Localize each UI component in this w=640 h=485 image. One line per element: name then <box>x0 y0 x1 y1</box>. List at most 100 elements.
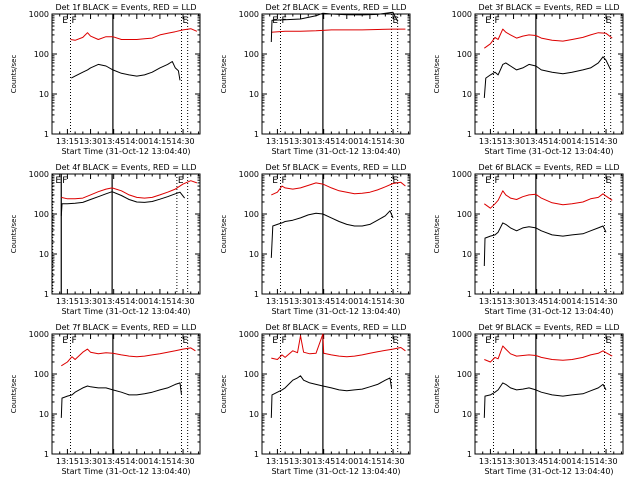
events-series-line <box>483 382 607 418</box>
x-tick-label: 14:00 <box>335 457 358 466</box>
event-marker-e: E <box>272 336 278 346</box>
x-tick-label: 13:45 <box>102 457 125 466</box>
panel-1: Det 1f BLACK = Events, RED = LLD 1 10 100 10… <box>10 3 201 156</box>
x-tick-label: 13:45 <box>312 297 335 306</box>
x-tick-label: 14:30 <box>595 457 618 466</box>
x-tick-label: 13:15 <box>479 297 502 306</box>
x-tick-label: 13:30 <box>502 457 525 466</box>
x-axis-label: Start Time (31-Oct-12 13:04:40) <box>484 147 613 156</box>
x-tick-label: 13:30 <box>502 297 525 306</box>
y-tick-label: 1000 <box>452 330 472 339</box>
panel-title: Det 2f BLACK = Events, RED = LLD <box>265 3 406 12</box>
panel-title: Det 9f BLACK = Events, RED = LLD <box>478 323 619 332</box>
x-tick-label: 14:30 <box>595 137 618 146</box>
x-tick-label: 14:15 <box>148 137 171 146</box>
x-axis-label: Start Time (31-Oct-12 13:04:40) <box>271 307 400 316</box>
y-tick-label: 10 <box>249 90 259 99</box>
panel-title: Det 5f BLACK = Events, RED = LLD <box>265 163 406 172</box>
lld-series-line <box>271 333 406 360</box>
y-tick-label: 10 <box>462 410 472 419</box>
event-marker-f: F <box>62 176 67 186</box>
x-tick-label: 14:00 <box>548 457 571 466</box>
x-tick-label: 13:45 <box>102 297 125 306</box>
event-marker-e: E <box>606 16 612 26</box>
x-axis-label: Start Time (31-Oct-12 13:04:40) <box>484 467 613 476</box>
y-tick-label: 100 <box>457 210 472 219</box>
event-marker-e: E <box>62 16 68 26</box>
x-tick-label: 13:45 <box>102 137 125 146</box>
x-tick-label: 13:15 <box>266 297 289 306</box>
x-tick-label: 14:15 <box>358 137 381 146</box>
x-axis-label: Start Time (31-Oct-12 13:04:40) <box>271 147 400 156</box>
plot-frame <box>51 333 201 455</box>
x-tick-label: 13:30 <box>79 297 102 306</box>
lld-series-line <box>484 28 613 49</box>
x-tick-label: 14:15 <box>148 297 171 306</box>
y-tick-label: 1000 <box>29 330 49 339</box>
y-tick-label: 10 <box>39 90 49 99</box>
lld-series-line <box>484 345 613 363</box>
x-tick-label: 14:00 <box>125 297 148 306</box>
x-tick-label: 14:30 <box>382 137 405 146</box>
y-tick-label: 1000 <box>452 10 472 19</box>
y-tick-label: 10 <box>462 90 472 99</box>
x-tick-label: 14:15 <box>571 297 594 306</box>
event-marker-f: F <box>495 16 500 26</box>
y-tick-label: 100 <box>34 370 49 379</box>
panel-title: Det 3f BLACK = Events, RED = LLD <box>478 3 619 12</box>
event-marker-e: E <box>606 176 612 186</box>
lld-series-line <box>484 190 613 209</box>
y-tick-label: 1 <box>44 450 49 459</box>
event-marker-f: F <box>72 336 77 346</box>
x-tick-label: 13:15 <box>479 457 502 466</box>
y-tick-label: 1000 <box>239 330 259 339</box>
event-marker-f: F <box>495 336 500 346</box>
y-tick-label: 10 <box>39 410 49 419</box>
y-tick-label: 1000 <box>29 170 49 179</box>
panel-4: Det 4f BLACK = Events, RED = LLD 1 10 100 10… <box>10 163 201 316</box>
event-marker-f: F <box>282 336 287 346</box>
y-axis-label: Counts/sec <box>433 375 441 414</box>
x-tick-label: 13:45 <box>312 137 335 146</box>
event-marker-e: E <box>183 16 189 26</box>
x-tick-label: 14:00 <box>125 137 148 146</box>
x-tick-label: 13:30 <box>79 457 102 466</box>
x-tick-label: 14:00 <box>548 297 571 306</box>
plot-frame <box>261 173 411 295</box>
panel-title: Det 6f BLACK = Events, RED = LLD <box>478 163 619 172</box>
plot-frame <box>261 333 411 455</box>
panel-7: Det 7f BLACK = Events, RED = LLD 1 10 100 10… <box>10 323 201 476</box>
x-tick-label: 13:15 <box>266 457 289 466</box>
x-tick-label: 13:45 <box>525 457 548 466</box>
x-tick-label: 14:30 <box>382 297 405 306</box>
y-axis-label: Counts/sec <box>220 55 228 94</box>
y-tick-label: 10 <box>249 410 259 419</box>
x-tick-label: 14:00 <box>335 297 358 306</box>
y-tick-label: 1 <box>254 130 259 139</box>
event-marker-e: E <box>62 336 68 346</box>
lld-series-line <box>271 181 406 196</box>
x-tick-label: 14:00 <box>548 137 571 146</box>
y-tick-label: 10 <box>462 250 472 259</box>
event-marker-f: F <box>495 176 500 186</box>
panel-6: Det 6f BLACK = Events, RED = LLD 1 10 100 10… <box>433 163 624 316</box>
y-axis-label: Counts/sec <box>433 55 441 94</box>
plot-frame <box>474 173 624 295</box>
event-marker-e: E <box>183 336 189 346</box>
event-marker-e: E <box>55 176 61 186</box>
panel-5: Det 5f BLACK = Events, RED = LLD 1 10 100 10… <box>220 163 411 316</box>
x-tick-label: 13:15 <box>479 137 502 146</box>
x-tick-label: 14:15 <box>571 457 594 466</box>
x-axis-label: Start Time (31-Oct-12 13:04:40) <box>61 147 190 156</box>
plot-frame <box>51 13 201 135</box>
panel-title: Det 7f BLACK = Events, RED = LLD <box>55 323 196 332</box>
event-marker-e: E <box>272 16 278 26</box>
x-tick-label: 13:30 <box>502 137 525 146</box>
events-series-line <box>71 61 181 81</box>
plot-frame <box>51 173 201 295</box>
x-tick-label: 14:30 <box>172 297 195 306</box>
y-axis-label: Counts/sec <box>10 55 18 94</box>
y-axis-label: Counts/sec <box>220 375 228 414</box>
